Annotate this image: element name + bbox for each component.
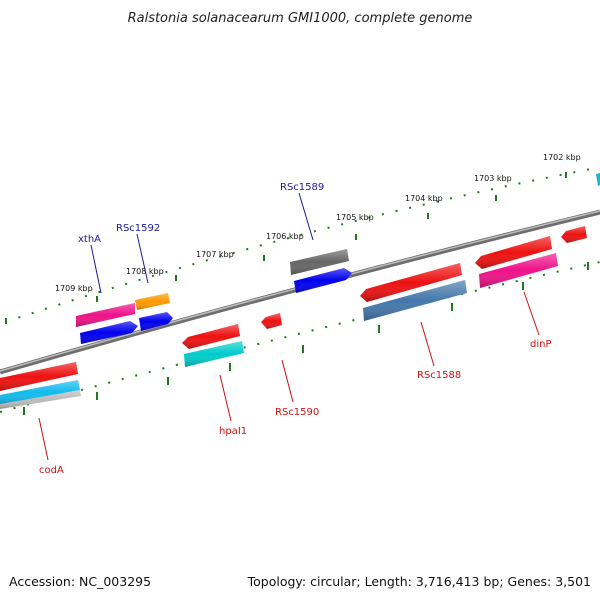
gene-xthA-outer[interactable]	[76, 303, 135, 327]
gene-label-hpaI1: hpaI1	[219, 426, 247, 437]
gene-codA-skyblue[interactable]	[0, 380, 80, 405]
gene-dinP-magenta[interactable]	[479, 253, 558, 288]
gene-label-codA: codA	[39, 465, 64, 476]
gene-hpaI1-red[interactable]	[182, 324, 240, 349]
gene-RSc1589-outer[interactable]	[290, 249, 349, 275]
gene-label-RSc1590: RSc1590	[275, 407, 319, 418]
inner-scale-track	[0, 261, 600, 413]
gene-RSc1592-outer[interactable]	[135, 293, 170, 310]
gene-RSc1592-inner[interactable]	[139, 312, 173, 331]
scale-label: 1703 kbp	[474, 174, 512, 183]
gene-label-xthA: xthA	[78, 234, 101, 245]
gene-RSc1589-inner[interactable]	[294, 268, 352, 293]
scale-label: 1708 kbp	[126, 267, 164, 276]
gene-label-RSc1588: RSc1588	[417, 370, 461, 381]
gene-hpaI1-cyan[interactable]	[184, 341, 244, 367]
accession-text: Accession: NC_003295	[9, 574, 151, 589]
genome-summary-text: Topology: circular; Length: 3,716,413 bp…	[247, 574, 591, 589]
scale-label: 1707 kbp	[196, 250, 234, 259]
scale-label: 1702 kbp	[543, 153, 581, 162]
gene-RSc1588-red[interactable]	[360, 263, 462, 302]
gene-codA-red[interactable]	[0, 362, 78, 391]
major-ticks	[5, 172, 589, 415]
gene-small-red-right[interactable]	[561, 226, 587, 243]
scale-label: 1706 kbp	[266, 232, 304, 241]
gene-edge-cyan[interactable]	[596, 173, 600, 186]
map-title: Ralstonia solanacearum GMI1000, complete…	[128, 11, 473, 26]
gene-dinP-red[interactable]	[475, 236, 552, 269]
gene-codA-lightgray[interactable]	[0, 390, 81, 409]
gene-RSc1588-steelblue[interactable]	[363, 280, 467, 321]
label-leaders	[38, 192, 540, 461]
gene-xthA-inner[interactable]	[80, 321, 138, 344]
gene-label-RSc1592: RSc1592	[116, 223, 160, 234]
scale-label: 1704 kbp	[405, 194, 443, 203]
scale-label: 1709 kbp	[55, 284, 93, 293]
gene-label-dinP: dinP	[530, 339, 552, 350]
gene-RSc1590[interactable]	[261, 313, 282, 329]
gene-label-RSc1589: RSc1589	[280, 182, 324, 193]
scale-label: 1705 kbp	[336, 213, 374, 222]
